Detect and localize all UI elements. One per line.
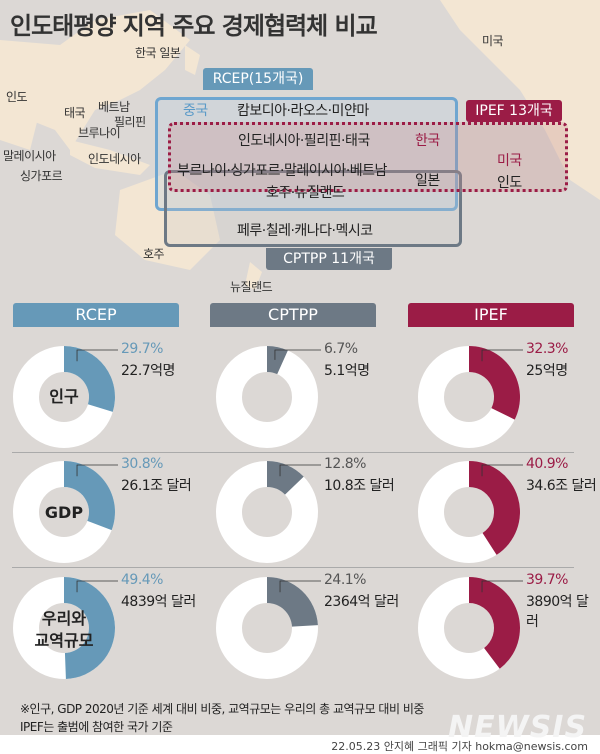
value-label: 26.1조 달러 <box>121 478 192 494</box>
cptpp-header: CPTPP <box>210 303 376 327</box>
ipef-tag: IPEF 13개국 <box>466 100 562 122</box>
row-label-gdp: GDP <box>44 503 84 522</box>
donut-slice-ipef-row2 <box>469 461 521 555</box>
page-title: 인도태평양 지역 주요 경제협력체 비교 <box>10 12 378 40</box>
value-label: 34.6조 달러 <box>526 478 597 494</box>
percent-label: 6.7% <box>324 341 358 357</box>
donut-slice-rcep-row2 <box>64 461 115 531</box>
rcep-tag: RCEP(15개국) <box>203 68 313 90</box>
leader-line <box>76 464 118 477</box>
leader-line <box>279 580 321 593</box>
percent-label: 24.1% <box>324 572 366 588</box>
rcep-box <box>155 97 458 211</box>
value-label: 5.1억명 <box>324 363 370 379</box>
credit: 22.05.23 안지혜 그래픽 기자 hokma@newsis.com <box>331 740 588 753</box>
rcep-only-countries: 캄보디아·라오스·미얀마 <box>237 103 369 119</box>
map-label-malaysia: 말레이시아 <box>3 149 56 163</box>
rcep-ipef-countries: 인도네시아·필리핀·태국 <box>238 133 370 149</box>
donut-slice-ipef-row3 <box>469 577 520 669</box>
value-label: 3890억 달러 <box>526 594 589 630</box>
cptpp-tag: CPTPP 11개국 <box>266 248 392 270</box>
donut-slice-rcep-row1 <box>64 346 115 412</box>
japan-label: 일본 <box>415 173 440 189</box>
donut-slice-ipef-row1 <box>469 346 520 420</box>
donut-slice-cptpp-row2 <box>267 461 304 495</box>
value-label: 2364억 달러 <box>324 594 399 610</box>
ipef-header: IPEF <box>408 303 574 327</box>
map-label-singapore: 싱가포르 <box>20 169 63 183</box>
asia-land <box>0 10 190 150</box>
donut-slice-cptpp-row1 <box>267 346 288 375</box>
map-label-thailand: 태국 <box>64 106 86 120</box>
map-label-indonesia: 인도네시아 <box>88 152 141 166</box>
percent-label: 30.8% <box>121 456 163 472</box>
percent-label: 40.9% <box>526 456 568 472</box>
newzealand-land <box>245 262 262 290</box>
all-three-countries-2: 호주·뉴질랜드 <box>266 185 345 201</box>
rcep-header: RCEP <box>13 303 179 327</box>
leader-line <box>481 349 523 362</box>
map-label-brunei: 브루나이 <box>78 126 121 140</box>
indonesia-land <box>70 140 150 175</box>
value-label: 4839억 달러 <box>121 594 196 610</box>
leader-line <box>279 464 321 477</box>
map-label-usa: 미국 <box>482 34 504 48</box>
map-label-philippines: 필리핀 <box>114 115 146 129</box>
japan-land <box>185 45 200 75</box>
row-label-population: 인구 <box>49 387 79 406</box>
korea-label: 한국 <box>415 133 440 149</box>
leader-line <box>76 580 118 593</box>
ipef-box <box>168 122 568 192</box>
percent-label: 39.7% <box>526 572 568 588</box>
percent-label: 32.3% <box>526 341 568 357</box>
usa-label: 미국 <box>497 153 522 169</box>
percent-label: 49.4% <box>121 572 163 588</box>
percent-label: 29.7% <box>121 341 163 357</box>
map-label-new-zealand: 뉴질랜드 <box>230 280 273 294</box>
leader-line <box>274 349 321 360</box>
donut-slice-cptpp-row3 <box>267 577 318 627</box>
map-label-india: 인도 <box>6 90 28 104</box>
leader-line <box>76 349 118 362</box>
all-three-countries-1: 부르나이·싱가포르·말레이시아·베트남 <box>177 163 387 179</box>
donut-slice-rcep-row3 <box>64 577 116 679</box>
row-label-trade-2: 교역규모 <box>34 631 94 650</box>
newsis-logo: NEWSIS <box>448 710 588 745</box>
map-label-australia: 호주 <box>143 247 165 261</box>
india-label: 인도 <box>497 175 522 191</box>
percent-label: 12.8% <box>324 456 366 472</box>
china-label: 중국 <box>183 103 208 119</box>
footnote-1: ※인구, GDP 2020년 기준 세계 대비 비중, 교역규모는 우리의 총 … <box>20 702 424 716</box>
cptpp-box <box>164 170 462 247</box>
leader-line <box>481 464 523 477</box>
row-divider <box>12 567 574 568</box>
footnote-2: IPEF는 출범에 참여한 국가 기준 <box>20 720 173 734</box>
leader-line <box>481 580 523 593</box>
cptpp-only-countries: 페루·칠레·캐나다·멕시코 <box>237 223 373 239</box>
value-label: 22.7억명 <box>121 363 175 379</box>
value-label: 10.8조 달러 <box>324 478 395 494</box>
value-label: 25억명 <box>526 363 568 379</box>
row-divider <box>12 452 574 453</box>
row-label-trade-1: 우리와 <box>41 609 87 628</box>
asia-india <box>0 90 40 150</box>
map-label-vietnam: 베트남 <box>98 100 130 114</box>
america-land <box>440 0 600 200</box>
map-label-korea-japan: 한국 일본 <box>135 46 181 60</box>
